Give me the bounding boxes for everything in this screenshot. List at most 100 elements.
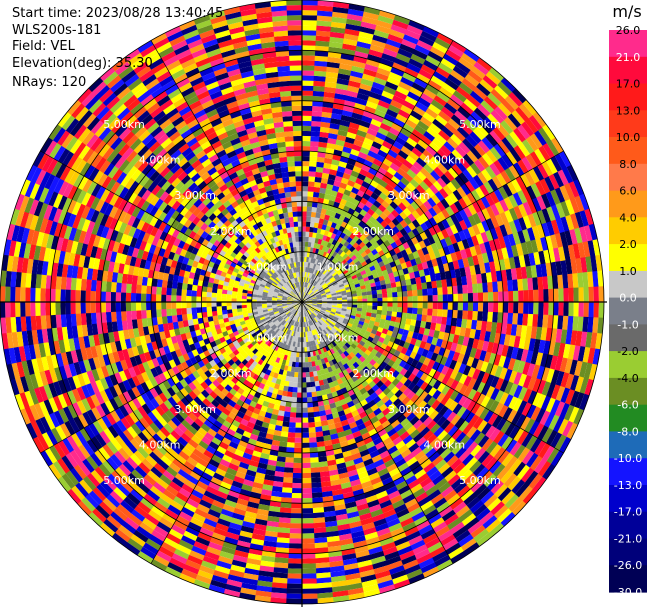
gate-cell	[481, 454, 494, 468]
gate-cell	[322, 323, 327, 329]
gate-cell	[384, 399, 393, 408]
gate-cell	[342, 344, 349, 351]
gate-cell	[538, 442, 551, 459]
gate-cell	[527, 390, 537, 405]
gate-cell	[344, 316, 350, 321]
gate-cell	[406, 412, 416, 422]
gate-cell	[301, 483, 312, 489]
gate-cell	[419, 340, 427, 350]
gate-cell	[446, 493, 461, 506]
gate-cell	[422, 444, 434, 455]
gate-cell	[80, 312, 87, 326]
gate-cell	[472, 302, 479, 312]
gate-cell	[327, 303, 333, 306]
gate-cell	[578, 302, 584, 318]
gate-cell	[216, 297, 222, 302]
gate-cell	[288, 548, 302, 554]
gate-cell	[186, 295, 192, 302]
gate-cell	[372, 395, 382, 404]
gate-cell	[176, 314, 183, 322]
gate-cell	[385, 315, 392, 321]
gate-cell	[447, 546, 464, 560]
gate-cell	[476, 339, 485, 351]
gate-cell	[464, 328, 471, 338]
gate-cell	[181, 313, 188, 321]
gate-cell	[436, 382, 446, 393]
gate-cell	[431, 315, 438, 324]
gate-cell	[419, 390, 429, 401]
gate-cell	[314, 317, 319, 322]
gate-cell	[403, 526, 419, 537]
gate-cell	[554, 434, 567, 451]
gate-cell	[396, 401, 406, 411]
gate-cell	[511, 500, 527, 516]
gate-cell	[480, 395, 491, 409]
gate-cell	[467, 310, 473, 321]
gate-cell	[131, 283, 137, 294]
gate-cell	[442, 408, 453, 420]
gate-cell	[418, 524, 433, 536]
gate-cell	[311, 492, 323, 499]
gate-cell	[191, 284, 198, 291]
gate-cell	[428, 344, 436, 353]
gate-cell	[405, 438, 416, 449]
gate-cell	[569, 390, 580, 408]
gate-cell	[444, 513, 459, 526]
gate-cell	[90, 290, 96, 302]
gate-cell	[383, 481, 396, 491]
gate-cell	[410, 393, 420, 404]
gate-cell	[462, 438, 475, 451]
gate-cell	[423, 366, 433, 376]
gate-cell	[301, 437, 310, 443]
gate-cell	[557, 342, 566, 358]
gate-cell	[166, 287, 172, 296]
gate-cell	[480, 320, 488, 332]
gate-cell	[231, 305, 237, 310]
gate-cell	[533, 440, 547, 456]
gate-cell	[356, 406, 365, 415]
gate-cell	[442, 309, 448, 318]
gate-cell	[390, 316, 397, 323]
gate-cell	[517, 360, 526, 374]
gate-cell	[396, 345, 404, 353]
gate-cell	[65, 276, 72, 290]
gate-cell	[473, 483, 488, 497]
gate-cell	[301, 452, 311, 458]
gate-cell	[322, 346, 328, 353]
gate-cell	[408, 325, 416, 333]
gate-cell	[226, 305, 232, 310]
gate-cell	[75, 313, 82, 326]
gate-cell	[290, 407, 297, 413]
gate-cell	[161, 287, 167, 295]
gate-cell	[355, 365, 363, 373]
gate-cell	[499, 379, 509, 393]
gate-cell	[471, 391, 482, 403]
gate-cell	[301, 498, 313, 504]
gate-cell	[503, 302, 509, 314]
gate-cell	[370, 403, 379, 412]
gate-cell	[508, 383, 519, 397]
gate-cell	[367, 345, 374, 353]
gate-cell	[393, 476, 406, 487]
gate-cell	[314, 421, 322, 428]
gate-cell	[483, 410, 494, 423]
gate-cell	[445, 387, 455, 399]
gate-cell	[415, 369, 425, 379]
gate-cell	[377, 391, 387, 400]
gate-cell	[310, 307, 315, 311]
gate-cell	[434, 402, 445, 414]
gate-cell	[330, 311, 336, 315]
gate-cell	[305, 305, 310, 310]
gate-cell	[308, 432, 317, 438]
gate-cell	[116, 282, 122, 293]
gate-cell	[362, 359, 370, 367]
gate-cell	[301, 407, 308, 413]
gate-cell	[394, 440, 406, 450]
gate-cell	[415, 436, 427, 447]
gate-cell	[462, 365, 472, 376]
gate-cell	[354, 337, 362, 344]
gate-cell	[355, 326, 362, 332]
gate-cell	[358, 349, 365, 356]
gate-cell	[367, 445, 378, 454]
gate-cell	[348, 405, 357, 413]
